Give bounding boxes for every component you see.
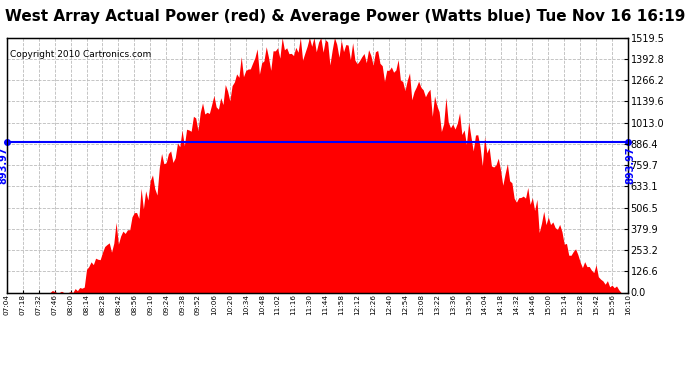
Text: Copyright 2010 Cartronics.com: Copyright 2010 Cartronics.com [10, 50, 152, 59]
Text: West Array Actual Power (red) & Average Power (Watts blue) Tue Nov 16 16:19: West Array Actual Power (red) & Average … [5, 9, 685, 24]
Text: 893.97: 893.97 [625, 146, 635, 184]
Text: 893.97: 893.97 [0, 146, 8, 184]
